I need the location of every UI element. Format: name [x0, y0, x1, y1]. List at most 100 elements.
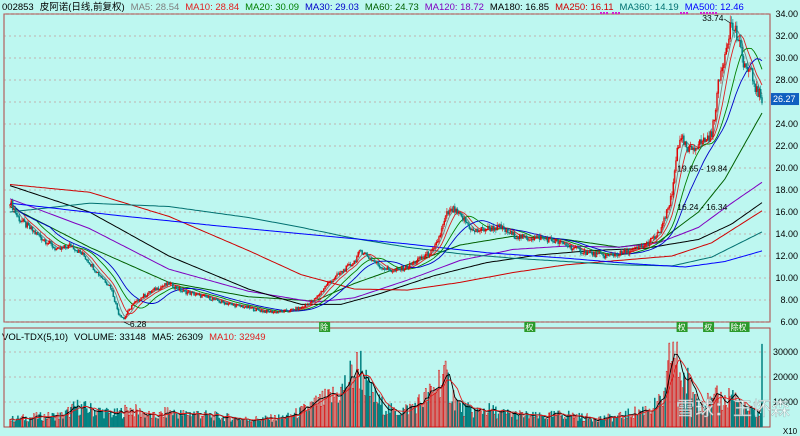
volume-bar	[420, 403, 423, 428]
volume-bar	[454, 410, 456, 428]
candle-body	[492, 225, 494, 231]
candle-body	[214, 298, 216, 300]
candle-body	[292, 308, 295, 310]
volume-bar	[636, 414, 639, 428]
volume-bar	[512, 414, 514, 428]
volume-bar	[70, 406, 72, 428]
volume-bar	[407, 414, 410, 428]
volume-bar	[589, 416, 591, 428]
dividend-dot	[700, 12, 702, 14]
volume-bar	[738, 401, 741, 428]
candle-body	[476, 229, 479, 232]
candle-body	[402, 266, 404, 271]
volume-bar	[42, 421, 44, 428]
candle-body	[173, 287, 175, 289]
candle-body	[710, 131, 713, 137]
volume-bar	[524, 415, 526, 428]
candle-body	[15, 212, 18, 216]
volume-bar	[227, 413, 230, 428]
volume-bar	[276, 419, 279, 428]
candle-body	[585, 250, 587, 255]
volume-bar	[720, 391, 722, 428]
candle-body	[83, 252, 85, 257]
volume-bar	[9, 419, 11, 428]
volume-bar	[511, 416, 513, 428]
volume-bar	[635, 413, 637, 428]
volume-bar	[203, 412, 206, 428]
candle-body	[430, 249, 432, 256]
volume-bar	[728, 388, 730, 428]
candle-body	[361, 250, 363, 255]
candle-body	[646, 241, 648, 245]
candle-body	[33, 230, 35, 232]
volume-bar	[750, 405, 753, 428]
candle-body	[74, 248, 76, 251]
volume-bar	[730, 394, 733, 428]
candle-body	[307, 303, 309, 305]
candle-body	[546, 238, 549, 243]
volume-bar	[646, 410, 648, 428]
volume-bar	[90, 403, 92, 428]
volume-bar	[213, 420, 215, 428]
candle-body	[132, 303, 134, 306]
candle-body	[536, 235, 538, 238]
volume-bar	[50, 416, 52, 428]
marker-label: 权	[525, 322, 533, 332]
candle-body	[311, 300, 313, 303]
volume-bar	[97, 407, 100, 428]
volume-bar	[190, 416, 193, 428]
volume-bar	[459, 402, 461, 428]
candle-body	[593, 251, 595, 256]
candle-body	[299, 306, 301, 309]
volume-bar	[113, 408, 116, 428]
candle-body	[39, 234, 42, 238]
volume-bar	[205, 410, 207, 428]
volume-bar	[514, 411, 517, 428]
volume-bar	[689, 380, 692, 428]
volume-bar	[26, 421, 28, 428]
candle-body	[447, 211, 449, 215]
candle-body	[301, 306, 304, 308]
volume-bar	[211, 414, 214, 428]
candle-body	[570, 245, 573, 251]
candle-body	[493, 227, 496, 231]
candle-body	[608, 254, 611, 256]
candle-body	[360, 250, 362, 252]
volume-bar	[427, 391, 430, 428]
volume-bar	[14, 421, 17, 428]
ma-line-MA60	[9, 112, 763, 302]
volume-bar	[687, 367, 689, 428]
volume-bar	[651, 410, 653, 428]
volume-bar	[64, 410, 67, 428]
volume-bar	[349, 360, 352, 428]
price-tick-label: 24.00	[775, 119, 798, 129]
volume-bar	[402, 407, 404, 428]
candle-body	[113, 296, 116, 302]
volume-bar	[513, 412, 516, 428]
candle-body	[251, 307, 254, 309]
volume-bar	[615, 417, 618, 428]
candle-body	[728, 38, 730, 45]
candle-body	[450, 208, 452, 211]
candle-body	[516, 237, 518, 239]
candle-body	[681, 135, 684, 139]
candle-body	[394, 270, 397, 272]
candle-body	[223, 302, 226, 305]
candle-body	[221, 300, 223, 303]
candle-body	[193, 292, 195, 296]
volume-bar	[537, 418, 540, 428]
candle-body	[41, 237, 43, 241]
candle-body	[753, 80, 755, 85]
candle-body	[248, 305, 251, 309]
candle-body	[537, 235, 540, 237]
volume-bar	[468, 405, 471, 428]
volume-bar	[311, 401, 313, 428]
candle-body	[210, 299, 212, 301]
volume-bar	[215, 411, 218, 428]
candle-body	[325, 285, 328, 287]
volume-bar	[758, 415, 761, 428]
candle-body	[67, 244, 70, 249]
volume-bar	[342, 390, 345, 428]
volume-bar	[643, 415, 645, 428]
